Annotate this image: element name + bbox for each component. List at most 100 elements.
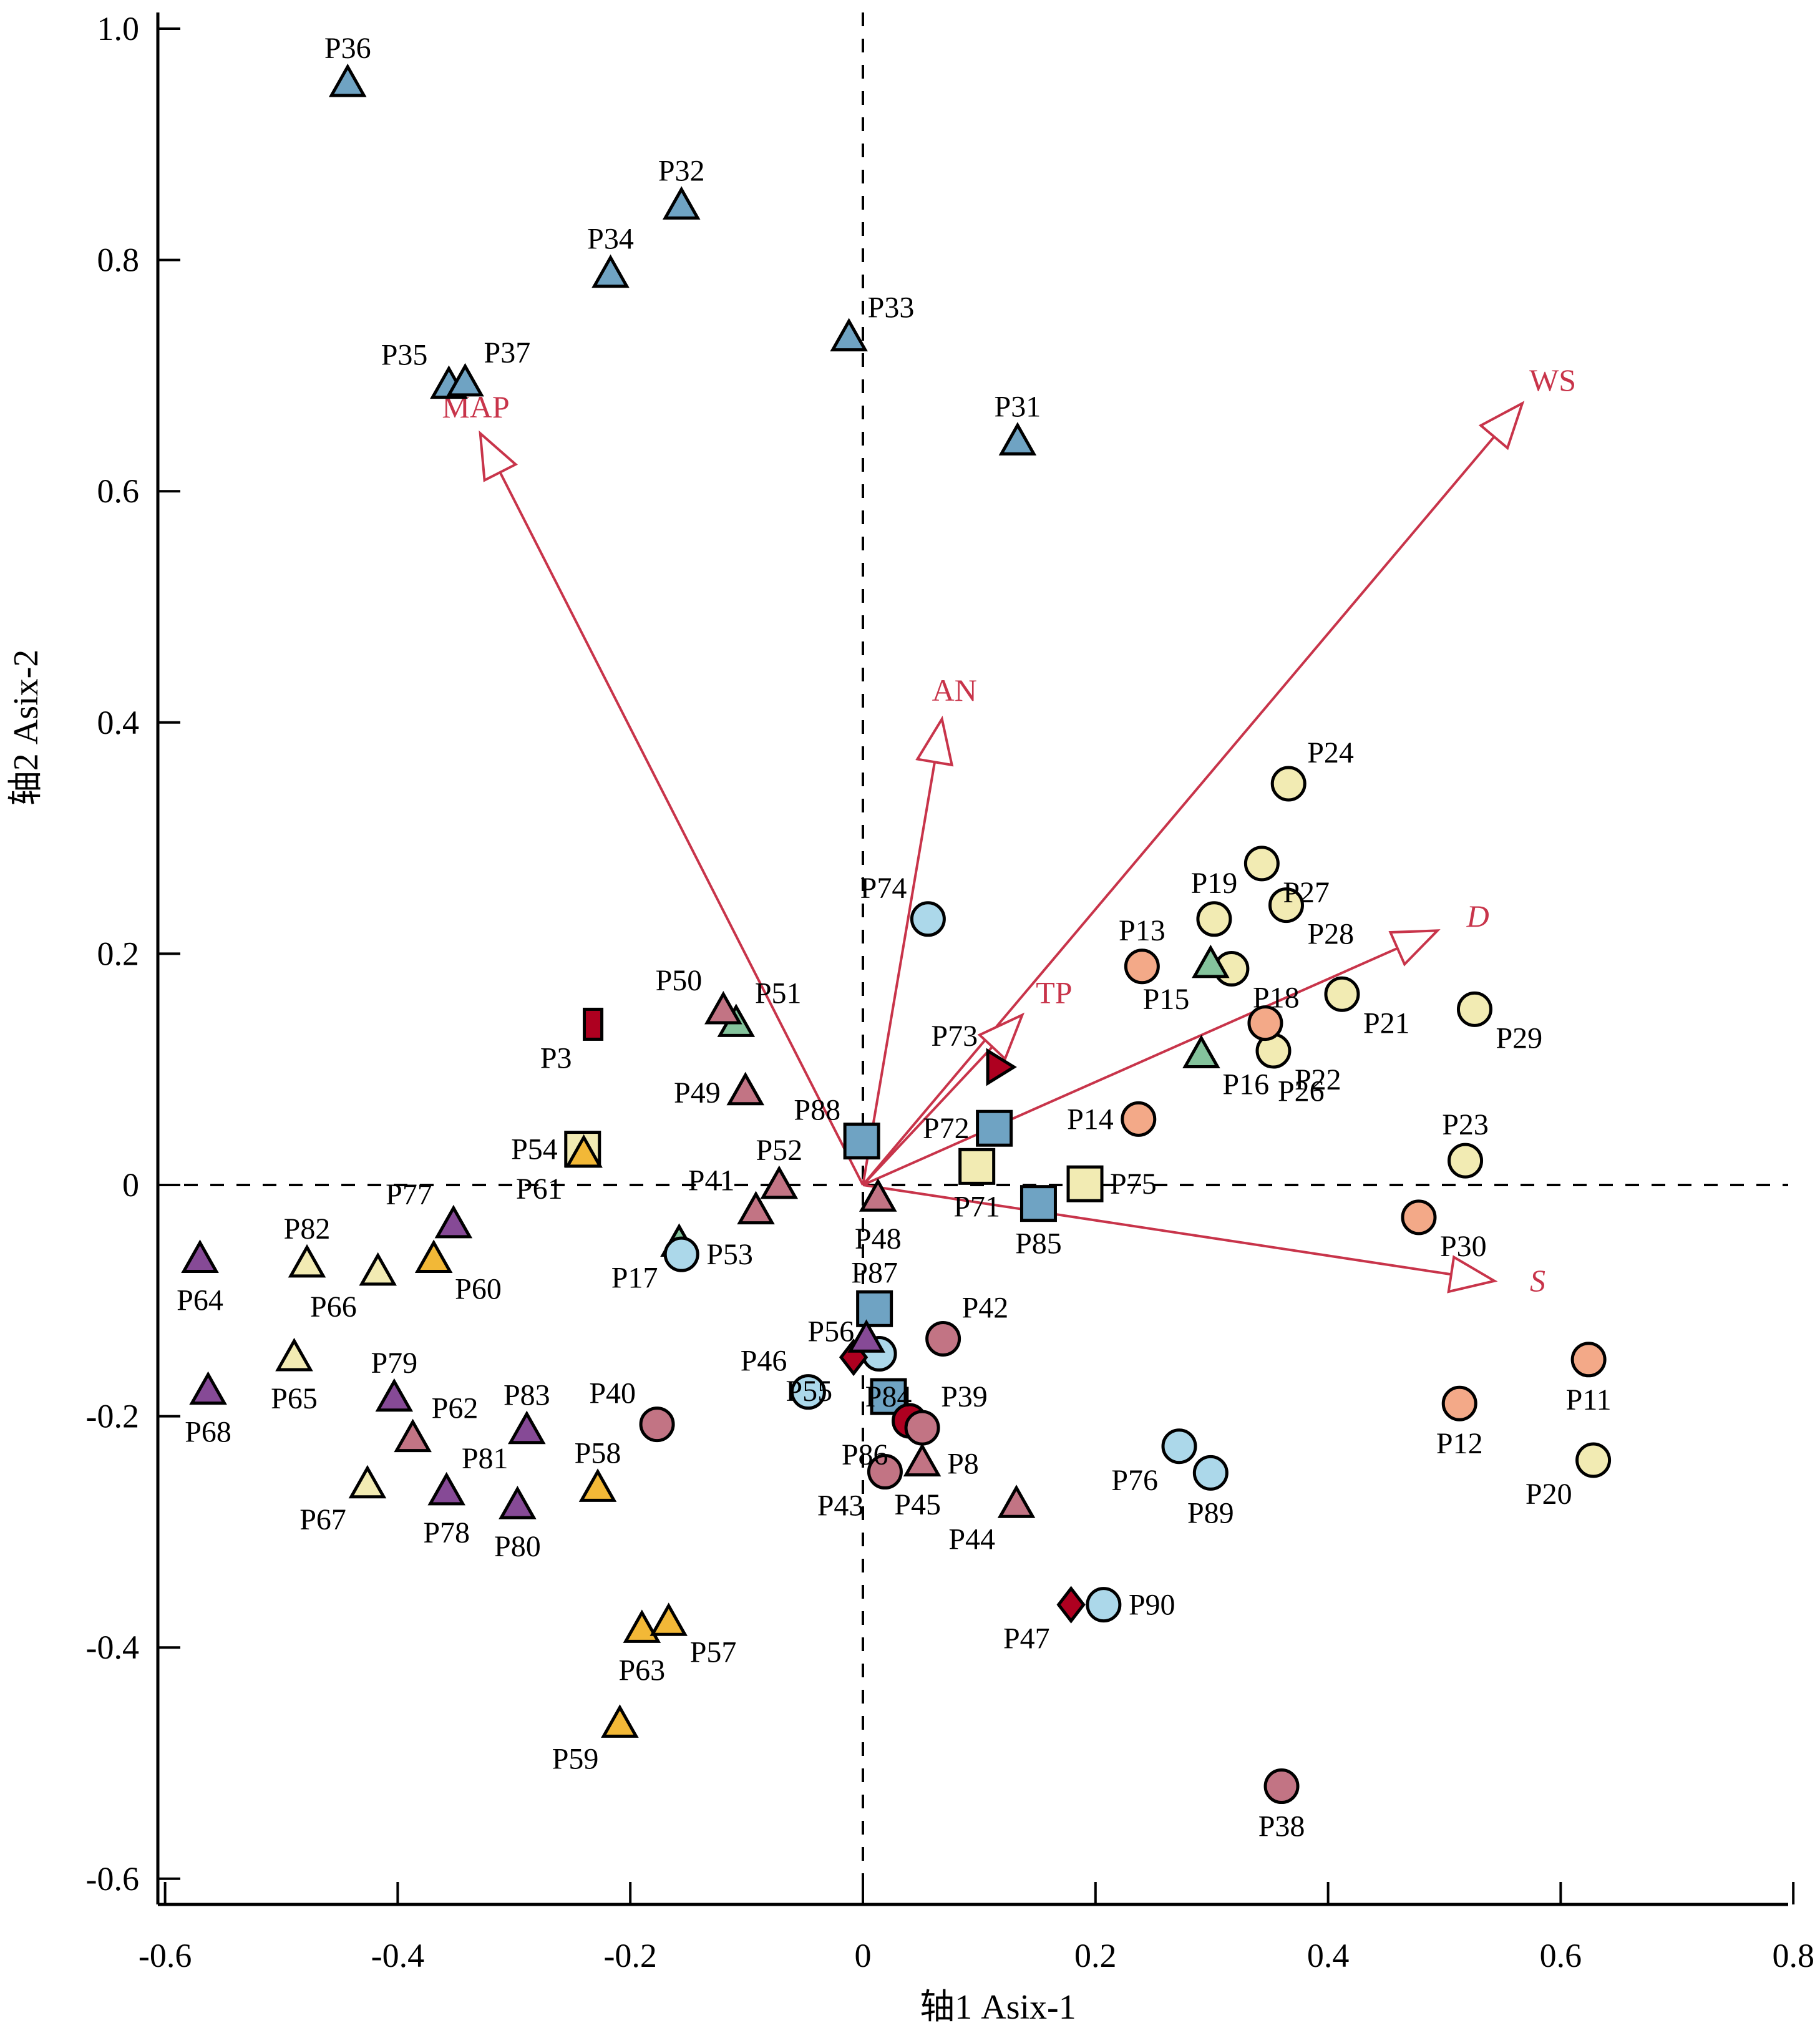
point-p15 <box>1192 944 1230 978</box>
point-label: P38 <box>1258 1810 1305 1843</box>
point-p19 <box>1196 901 1232 937</box>
vector-arrowhead <box>977 1012 1025 1061</box>
point-p52 <box>760 1165 799 1199</box>
point-label: P66 <box>310 1290 357 1324</box>
point-label: P72 <box>923 1112 970 1145</box>
point-label: P14 <box>1067 1103 1114 1136</box>
point-label: P82 <box>284 1212 331 1246</box>
point-label: P56 <box>807 1315 854 1348</box>
point-label: P49 <box>674 1076 721 1109</box>
vector-label: D <box>1466 899 1489 934</box>
point-p53 <box>663 1236 699 1272</box>
point-label: P19 <box>1191 867 1238 900</box>
point-p30 <box>1401 1199 1437 1236</box>
point-label: P48 <box>855 1222 902 1255</box>
point-p39 <box>904 1410 940 1446</box>
vector-arrowhead <box>1388 929 1441 967</box>
point-label: P61 <box>516 1172 563 1206</box>
point-p58 <box>578 1468 617 1502</box>
point-label: P78 <box>423 1516 470 1549</box>
y-tick-label: -0.6 <box>86 1860 139 1898</box>
point-p20 <box>1575 1442 1612 1478</box>
vector-ws: WS <box>862 363 1576 1186</box>
vector-label: WS <box>1529 363 1576 397</box>
y-tick-label: 0.4 <box>97 704 140 741</box>
y-axis-title: 轴2 Asix-2 <box>7 650 46 806</box>
point-label: P44 <box>948 1523 995 1556</box>
point-label: P63 <box>618 1654 665 1687</box>
point-label: P79 <box>371 1347 417 1380</box>
point-p34 <box>591 254 630 288</box>
point-label: P17 <box>611 1262 658 1295</box>
point-label: P67 <box>299 1503 346 1536</box>
point-p89 <box>1192 1455 1229 1491</box>
point-p76 <box>1161 1428 1197 1465</box>
point-label: P31 <box>995 390 1041 423</box>
point-p14 <box>1121 1101 1157 1137</box>
point-p42 <box>925 1320 961 1357</box>
point-label: P35 <box>381 339 428 372</box>
point-label: P8 <box>947 1448 979 1481</box>
point-label: P71 <box>953 1190 1000 1223</box>
point-p31 <box>998 422 1037 456</box>
vector-arrowhead <box>915 715 954 767</box>
point-p74 <box>910 901 946 937</box>
point-label: P3 <box>540 1041 572 1075</box>
point-p8 <box>903 1443 942 1477</box>
point-p11 <box>1570 1342 1607 1378</box>
point-p3 <box>583 1007 604 1041</box>
vector-label: AN <box>932 673 977 708</box>
x-tick-label: 0 <box>855 1937 872 1974</box>
point-label: P34 <box>587 223 634 256</box>
point-p21 <box>1324 976 1360 1012</box>
point-p26 <box>1247 1005 1283 1041</box>
point-p47 <box>1056 1586 1086 1624</box>
point-label: P50 <box>656 964 703 997</box>
point-p71 <box>958 1148 996 1185</box>
point-p40 <box>639 1406 675 1443</box>
point-label: P13 <box>1119 914 1165 947</box>
point-label: P16 <box>1222 1068 1269 1101</box>
point-label: P12 <box>1436 1427 1483 1460</box>
y-tick-label: 0.2 <box>97 935 140 972</box>
x-tick-label: 0.2 <box>1074 1937 1117 1974</box>
vector-map: MAP <box>442 389 864 1186</box>
vector-arrowhead <box>479 430 518 482</box>
sample-points <box>181 63 1612 1805</box>
point-label: P33 <box>868 291 915 324</box>
point-label: P40 <box>589 1377 636 1410</box>
point-label: P81 <box>462 1442 509 1475</box>
point-label: P20 <box>1526 1478 1572 1511</box>
point-label: P74 <box>860 872 907 905</box>
point-p85 <box>1019 1185 1057 1222</box>
vector-label: S <box>1530 1263 1545 1298</box>
point-p60 <box>414 1239 453 1273</box>
point-p83 <box>508 1410 546 1445</box>
point-label: P73 <box>931 1020 978 1053</box>
point-label: P85 <box>1015 1227 1062 1260</box>
point-p28 <box>1268 887 1304 924</box>
y-tick-label: 0.6 <box>97 472 140 510</box>
point-p36 <box>328 63 367 97</box>
point-p63 <box>623 1609 661 1643</box>
point-p90 <box>1086 1587 1122 1623</box>
point-label: P75 <box>1110 1168 1157 1201</box>
point-p59 <box>601 1704 639 1738</box>
point-label: P88 <box>794 1094 840 1127</box>
point-label: P11 <box>1566 1383 1612 1416</box>
point-p57 <box>650 1602 688 1636</box>
point-label: P59 <box>552 1742 599 1775</box>
point-label: P51 <box>755 977 802 1010</box>
point-label: P46 <box>741 1345 787 1378</box>
y-tick-label: 0 <box>122 1166 139 1204</box>
point-label: P90 <box>1129 1589 1175 1622</box>
point-p43 <box>867 1454 903 1490</box>
point-p72 <box>976 1109 1013 1147</box>
point-p66 <box>359 1252 397 1286</box>
point-label: P24 <box>1307 736 1354 769</box>
point-p16 <box>1182 1035 1220 1068</box>
y-tick-label: 1.0 <box>97 10 140 47</box>
point-p62 <box>394 1418 432 1453</box>
point-label: P77 <box>386 1178 432 1211</box>
